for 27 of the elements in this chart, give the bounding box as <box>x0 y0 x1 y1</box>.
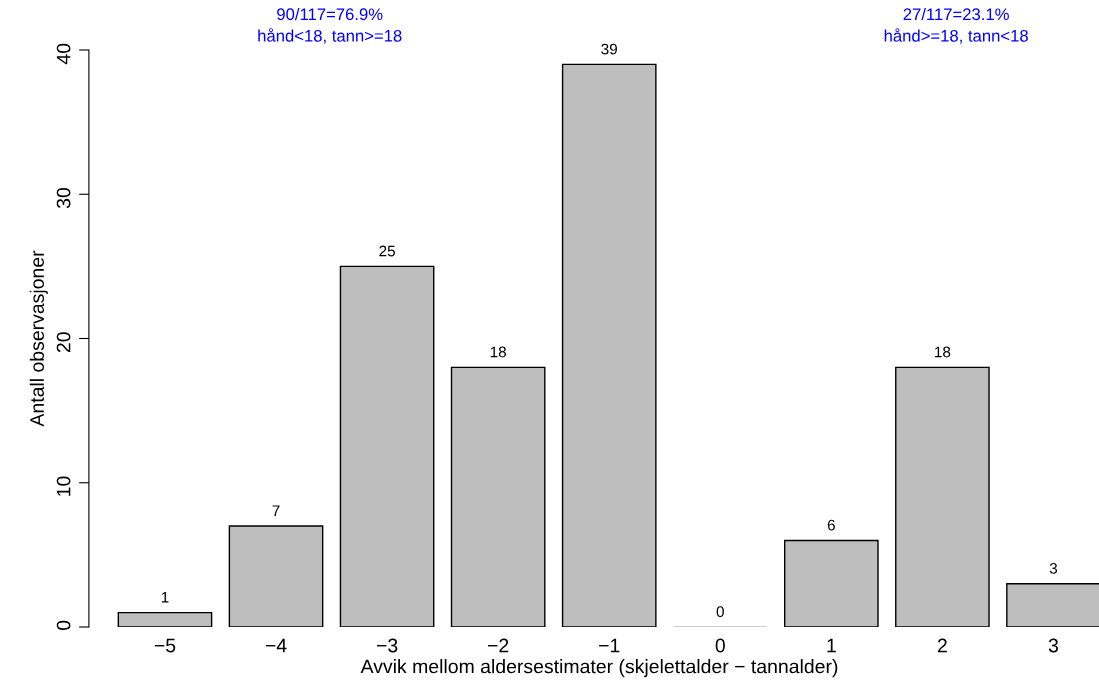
data-label: 18 <box>935 346 951 358</box>
x-axis-title: Avvik mellom aldersestimater (skjelettalder − tannalder) <box>360 659 838 678</box>
y-tick-label: 30 <box>56 187 71 209</box>
text: 27/117=23.1% hånd>=18, tann<18 <box>884 7 1028 44</box>
y-tick-label: 20 <box>56 332 71 353</box>
x-tick-label: 1 <box>827 638 836 653</box>
text: 90/117=76.9% hånd<18, tann>=18 <box>258 7 402 44</box>
x-tick-label: 0 <box>715 638 725 653</box>
y-tick-label: 0 <box>56 620 71 631</box>
data-label: 3 <box>1049 562 1058 574</box>
x-tick-label: −2 <box>488 638 509 653</box>
data-label: 18 <box>490 346 506 358</box>
data-label: 6 <box>827 519 835 531</box>
x-tick-label: −4 <box>265 638 287 653</box>
data-label: 1 <box>161 591 169 603</box>
x-tick-label: 3 <box>1048 638 1059 653</box>
data-label: 7 <box>272 505 280 516</box>
x-tick-label: 2 <box>937 638 947 653</box>
y-tick-label: 40 <box>56 43 71 65</box>
data-label: 39 <box>601 43 617 55</box>
x-tick-label: −1 <box>599 638 620 653</box>
y-tick-label: 10 <box>56 476 71 496</box>
x-tick-label: −5 <box>154 638 176 653</box>
x-tick-label: −3 <box>376 638 398 653</box>
data-label: 25 <box>379 245 395 257</box>
data-label: 0 <box>716 606 724 618</box>
y-axis-title: Antall observasjoner <box>29 250 48 427</box>
